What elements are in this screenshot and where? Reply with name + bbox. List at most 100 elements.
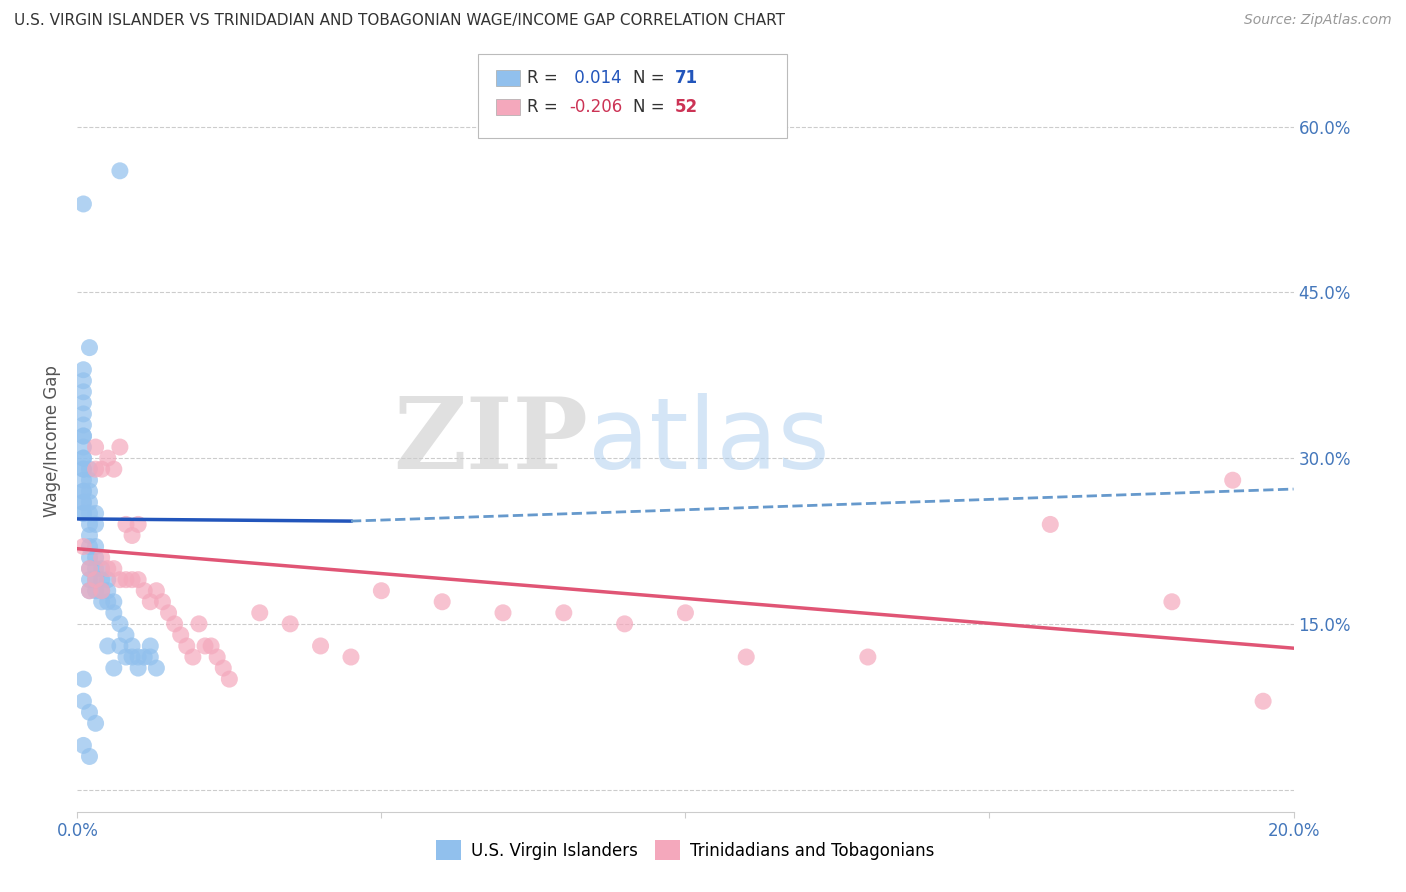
Point xyxy=(72,495,94,509)
Point xyxy=(188,616,211,631)
Point xyxy=(103,462,125,476)
Point xyxy=(97,595,120,609)
Point xyxy=(72,462,94,476)
Point xyxy=(194,639,217,653)
Point xyxy=(72,417,94,432)
Point xyxy=(72,694,94,708)
Text: 52: 52 xyxy=(675,98,697,116)
Point xyxy=(79,749,101,764)
Point xyxy=(84,540,107,554)
Point xyxy=(72,384,94,399)
Point xyxy=(134,583,156,598)
Point xyxy=(72,407,94,421)
Text: atlas: atlas xyxy=(588,393,830,490)
Point xyxy=(72,429,94,443)
Legend: U.S. Virgin Islanders, Trinidadians and Tobagonians: U.S. Virgin Islanders, Trinidadians and … xyxy=(430,834,941,866)
Point xyxy=(97,639,120,653)
Point xyxy=(72,374,94,388)
Point xyxy=(103,661,125,675)
Point xyxy=(735,650,758,665)
Point xyxy=(1161,595,1184,609)
Point xyxy=(90,583,112,598)
Text: ZIP: ZIP xyxy=(394,393,588,490)
Point xyxy=(84,550,107,565)
Point xyxy=(79,561,101,575)
Point xyxy=(152,595,174,609)
Point xyxy=(84,716,107,731)
Point xyxy=(72,507,94,521)
Point xyxy=(84,561,107,575)
Point xyxy=(84,517,107,532)
Y-axis label: Wage/Income Gap: Wage/Income Gap xyxy=(44,366,62,517)
Point xyxy=(72,451,94,466)
Point xyxy=(72,672,94,686)
Point xyxy=(492,606,515,620)
Point xyxy=(72,451,94,466)
Point xyxy=(72,440,94,454)
Point xyxy=(108,440,131,454)
Point xyxy=(205,650,228,665)
Point xyxy=(108,616,131,631)
Point xyxy=(79,583,101,598)
Point xyxy=(613,616,636,631)
Point xyxy=(1251,694,1274,708)
Point xyxy=(181,650,204,665)
Point xyxy=(340,650,363,665)
Point xyxy=(108,639,131,653)
Point xyxy=(72,540,94,554)
Point xyxy=(1222,473,1244,487)
Text: R =: R = xyxy=(527,69,558,87)
Point xyxy=(212,661,235,675)
Point xyxy=(72,197,94,211)
Point xyxy=(127,517,149,532)
Point xyxy=(90,550,112,565)
Point xyxy=(115,517,138,532)
Point xyxy=(1039,517,1062,532)
Point xyxy=(79,462,101,476)
Point xyxy=(72,396,94,410)
Point xyxy=(103,606,125,620)
Point xyxy=(79,573,101,587)
Point xyxy=(115,573,138,587)
Point xyxy=(79,550,101,565)
Point xyxy=(127,650,149,665)
Point xyxy=(90,583,112,598)
Point xyxy=(90,573,112,587)
Text: Source: ZipAtlas.com: Source: ZipAtlas.com xyxy=(1244,13,1392,28)
Text: N =: N = xyxy=(633,69,664,87)
Point xyxy=(72,462,94,476)
Point xyxy=(121,528,143,542)
Text: R =: R = xyxy=(527,98,558,116)
Point xyxy=(79,495,101,509)
Point xyxy=(103,595,125,609)
Point xyxy=(121,639,143,653)
Point xyxy=(309,639,332,653)
Point xyxy=(84,573,107,587)
Point xyxy=(90,561,112,575)
Point xyxy=(72,495,94,509)
Point xyxy=(90,595,112,609)
Point xyxy=(79,706,101,720)
Point xyxy=(127,573,149,587)
Point xyxy=(84,507,107,521)
Point xyxy=(79,583,101,598)
Point xyxy=(97,561,120,575)
Point xyxy=(553,606,575,620)
Point xyxy=(176,639,198,653)
Point xyxy=(115,650,138,665)
Point xyxy=(72,362,94,376)
Point xyxy=(103,561,125,575)
Point xyxy=(79,540,101,554)
Text: N =: N = xyxy=(633,98,664,116)
Point xyxy=(72,484,94,499)
Point xyxy=(157,606,180,620)
Point xyxy=(675,606,697,620)
Point xyxy=(134,650,156,665)
Point xyxy=(108,163,131,178)
Point xyxy=(79,517,101,532)
Point xyxy=(84,583,107,598)
Point xyxy=(249,606,271,620)
Text: -0.206: -0.206 xyxy=(569,98,623,116)
Point xyxy=(145,661,167,675)
Point xyxy=(170,628,193,642)
